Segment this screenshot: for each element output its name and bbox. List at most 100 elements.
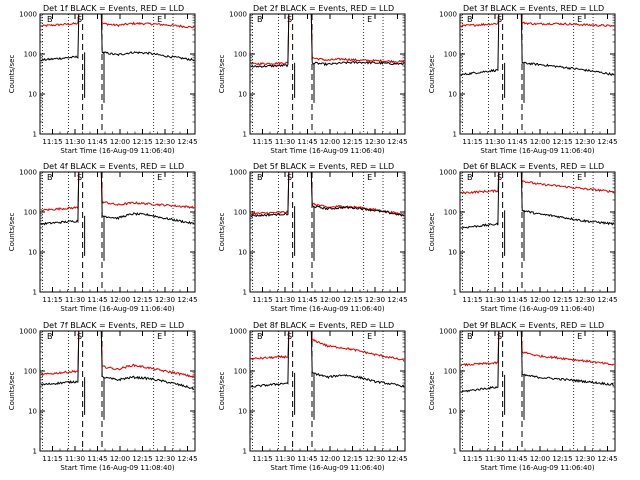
x-tick-label: 12:30 [575, 296, 595, 304]
panel-3: Det 3f BLACK = Events, RED = LLD 1 10 100 10… [428, 4, 618, 155]
x-tick-label: 11:30 [485, 138, 505, 146]
x-axis-label: Start Time (16-Aug-09 11:06:40) [480, 464, 594, 472]
events-series-line [460, 13, 615, 77]
panel-title: Det 4f BLACK = Events, RED = LLD [43, 162, 184, 171]
x-tick-label: 12:45 [597, 138, 617, 146]
x-tick-label: 12:00 [530, 296, 550, 304]
y-axis-label: Counts/sec [8, 213, 16, 252]
y-axis-label: Counts/sec [8, 372, 16, 411]
marker-e: E [577, 15, 582, 24]
panel-title: Det 3f BLACK = Events, RED = LLD [463, 4, 604, 13]
x-axis-label: Start Time (16-Aug-09 11:06:40) [60, 305, 174, 313]
plot-frame [249, 171, 406, 293]
y-tick-label: 10 [238, 249, 247, 257]
y-tick-label: 1000 [229, 11, 247, 19]
panel-title: Det 7f BLACK = Events, RED = LLD [43, 321, 184, 330]
marker-e: E [577, 173, 582, 182]
marker-b: B [47, 332, 53, 341]
y-tick-label: 1000 [439, 169, 457, 177]
marker-e: E [157, 173, 162, 182]
y-tick-label: 10 [448, 91, 457, 99]
x-tick-label: 11:30 [65, 138, 85, 146]
y-tick-label: 10 [28, 408, 37, 416]
y-tick-label: 100 [444, 51, 457, 59]
x-tick-label: 11:45 [297, 138, 317, 146]
x-tick-label: 12:30 [365, 138, 385, 146]
y-tick-label: 1000 [19, 328, 37, 336]
y-tick-label: 100 [444, 368, 457, 376]
panel-5: Det 5f BLACK = Events, RED = LLD 1 10 100 10… [218, 162, 408, 313]
x-tick-label: 12:30 [155, 138, 175, 146]
marker-b: B [467, 332, 473, 341]
y-tick-label: 100 [234, 368, 247, 376]
y-tick-label: 10 [448, 408, 457, 416]
panel-2: Det 2f BLACK = Events, RED = LLD 1 10 100 10… [218, 4, 408, 155]
x-tick-label: 11:45 [87, 455, 107, 463]
x-tick-label: 12:15 [342, 296, 362, 304]
x-tick-label: 12:00 [110, 138, 130, 146]
panel-7: Det 7f BLACK = Events, RED = LLD 1 10 100 10… [8, 321, 198, 472]
x-tick-label: 11:15 [42, 455, 62, 463]
y-tick-label: 10 [238, 91, 247, 99]
x-tick-label: 12:15 [132, 138, 152, 146]
y-tick-label: 10 [238, 408, 247, 416]
marker-b: B [467, 15, 473, 24]
x-tick-label: 11:30 [275, 296, 295, 304]
panel-9: Det 9f BLACK = Events, RED = LLD 1 10 100 10… [428, 321, 618, 472]
panel-8: Det 8f BLACK = Events, RED = LLD 1 10 100 10… [218, 321, 408, 472]
panel-4: Det 4f BLACK = Events, RED = LLD 1 10 100 10… [8, 162, 198, 313]
x-tick-label: 12:15 [552, 138, 572, 146]
x-tick-label: 12:45 [597, 455, 617, 463]
x-axis-label: Start Time (16-Aug-09 11:06:40) [270, 305, 384, 313]
plot-frame [459, 330, 616, 452]
x-tick-label: 12:45 [177, 296, 197, 304]
events-series-line [460, 330, 614, 393]
x-tick-label: 11:45 [507, 455, 527, 463]
x-axis-label: Start Time (16-Aug-09 11:06:40) [270, 147, 384, 155]
x-tick-label: 12:45 [387, 455, 407, 463]
y-tick-label: 1000 [19, 11, 37, 19]
y-tick-label: 1 [243, 289, 247, 297]
y-tick-label: 1 [33, 289, 37, 297]
plot-frame [459, 171, 616, 293]
events-series-line [40, 13, 195, 62]
events-series-line [250, 13, 405, 68]
lld-series-line [40, 330, 195, 379]
marker-b: B [257, 332, 263, 341]
marker-b: B [47, 173, 53, 182]
panel-1: Det 1f BLACK = Events, RED = LLD 1 10 100 10… [8, 4, 198, 155]
plot-frame [249, 13, 406, 135]
y-tick-label: 100 [234, 51, 247, 59]
y-tick-label: 1000 [439, 328, 457, 336]
x-tick-label: 12:15 [552, 455, 572, 463]
x-tick-label: 11:30 [275, 455, 295, 463]
x-tick-label: 12:30 [365, 296, 385, 304]
marker-b: B [467, 173, 473, 182]
events-series-line [40, 330, 195, 391]
y-axis-label: Counts/sec [428, 55, 436, 94]
lld-series-line [250, 330, 405, 362]
x-tick-label: 11:15 [252, 138, 272, 146]
x-tick-label: 11:45 [507, 296, 527, 304]
marker-s: S [497, 332, 502, 341]
y-tick-label: 100 [24, 51, 37, 59]
y-tick-label: 1 [243, 448, 247, 456]
x-tick-label: 11:15 [462, 296, 482, 304]
x-tick-label: 11:30 [65, 296, 85, 304]
x-tick-label: 11:45 [297, 455, 317, 463]
x-tick-label: 12:45 [597, 296, 617, 304]
x-tick-label: 12:15 [552, 296, 572, 304]
x-axis-label: Start Time (16-Aug-09 11:06:40) [480, 147, 594, 155]
x-axis-label: Start Time (16-Aug-09 11:08:40) [60, 464, 174, 472]
y-tick-label: 1 [453, 131, 457, 139]
x-tick-label: 12:30 [575, 138, 595, 146]
lld-series-line [40, 13, 195, 29]
y-tick-label: 1 [453, 289, 457, 297]
x-tick-label: 12:00 [110, 296, 130, 304]
y-tick-label: 1000 [439, 11, 457, 19]
x-tick-label: 12:30 [575, 455, 595, 463]
marker-b: B [257, 173, 263, 182]
plot-frame [39, 171, 196, 293]
marker-b: B [257, 15, 263, 24]
